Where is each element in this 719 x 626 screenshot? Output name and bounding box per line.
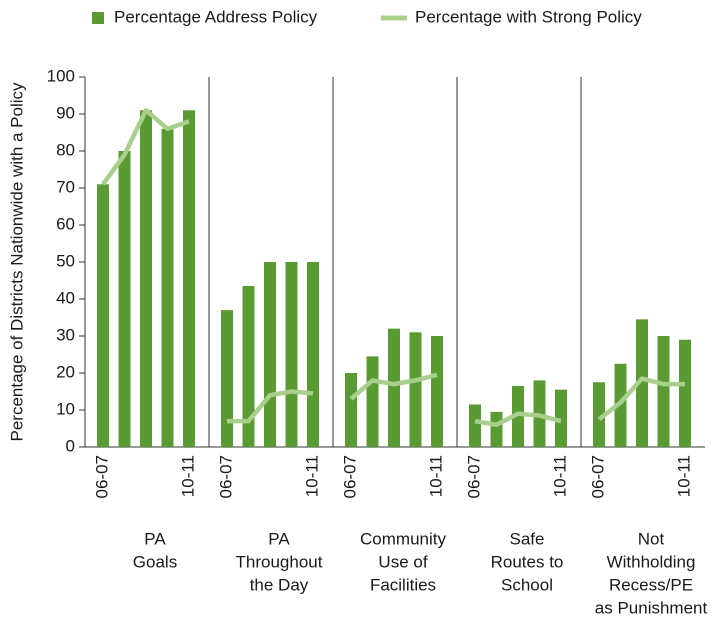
x-tick-label: 10-11 <box>302 455 321 497</box>
group-label: as Punishment <box>595 598 708 617</box>
bar <box>593 382 605 447</box>
y-tick-label: 90 <box>56 103 75 122</box>
bar <box>636 319 648 447</box>
line <box>597 376 685 422</box>
bar <box>285 262 298 447</box>
bar <box>366 356 379 447</box>
bar <box>388 328 400 447</box>
y-tick-label: 100 <box>47 66 75 85</box>
bar <box>512 385 524 447</box>
group-label: Facilities <box>370 575 436 594</box>
x-tick-label: 06-07 <box>92 455 111 498</box>
bar <box>242 286 255 447</box>
bar <box>161 128 174 448</box>
y-tick-label: 0 <box>66 436 75 455</box>
x-tick-label: 10-11 <box>426 455 445 497</box>
y-tick-label: 60 <box>56 214 75 233</box>
group-label: Routes to <box>491 552 564 571</box>
group-label: Withholding <box>607 552 696 571</box>
bar <box>490 411 503 447</box>
line <box>474 411 562 428</box>
y-tick-label: 10 <box>56 399 75 418</box>
bar <box>140 110 152 448</box>
group-label: PA <box>268 529 290 548</box>
bar <box>657 336 670 447</box>
y-tick-label: 20 <box>56 362 75 381</box>
bar <box>679 339 691 447</box>
x-tick-label: 06-07 <box>340 455 359 498</box>
bar <box>221 310 233 447</box>
y-tick-label: 70 <box>56 177 75 196</box>
line <box>227 389 314 424</box>
x-tick-label: 10-11 <box>674 455 693 497</box>
group-label: Recess/PE <box>609 575 693 594</box>
x-tick-label: 06-07 <box>216 455 235 498</box>
x-tick-label: 06-07 <box>588 455 607 498</box>
y-axis-label: Percentage of Districts Nationwide with … <box>7 82 26 442</box>
line <box>101 108 190 186</box>
y-tick-label: 30 <box>56 325 75 344</box>
group-label: School <box>501 575 553 594</box>
bar <box>307 262 319 447</box>
legend-label: Percentage Address Policy <box>114 7 318 26</box>
group-label: Not <box>638 529 665 548</box>
bar <box>469 404 481 447</box>
y-tick-label: 80 <box>56 140 75 159</box>
group-label: the Day <box>250 575 309 594</box>
group-label: Throughout <box>236 552 323 571</box>
line <box>349 372 438 401</box>
bar <box>431 336 443 447</box>
x-tick-label: 10-11 <box>550 455 569 497</box>
x-tick-label: 06-07 <box>464 455 483 498</box>
x-tick-label: 10-11 <box>178 455 197 497</box>
bar <box>264 262 276 447</box>
bar <box>97 184 109 448</box>
group-label: Community <box>360 529 446 548</box>
group-label: Goals <box>133 552 177 571</box>
bar <box>345 373 357 447</box>
bar <box>555 389 567 447</box>
legend-swatch <box>92 12 104 24</box>
group-label: Use of <box>378 552 427 571</box>
y-tick-label: 50 <box>56 251 75 270</box>
bar <box>183 110 195 448</box>
y-tick-label: 40 <box>56 288 75 307</box>
group-label: PA <box>144 529 166 548</box>
bar <box>118 151 131 447</box>
bar <box>409 332 422 447</box>
legend-label: Percentage with Strong Policy <box>415 7 642 26</box>
group-label: Safe <box>510 529 545 548</box>
